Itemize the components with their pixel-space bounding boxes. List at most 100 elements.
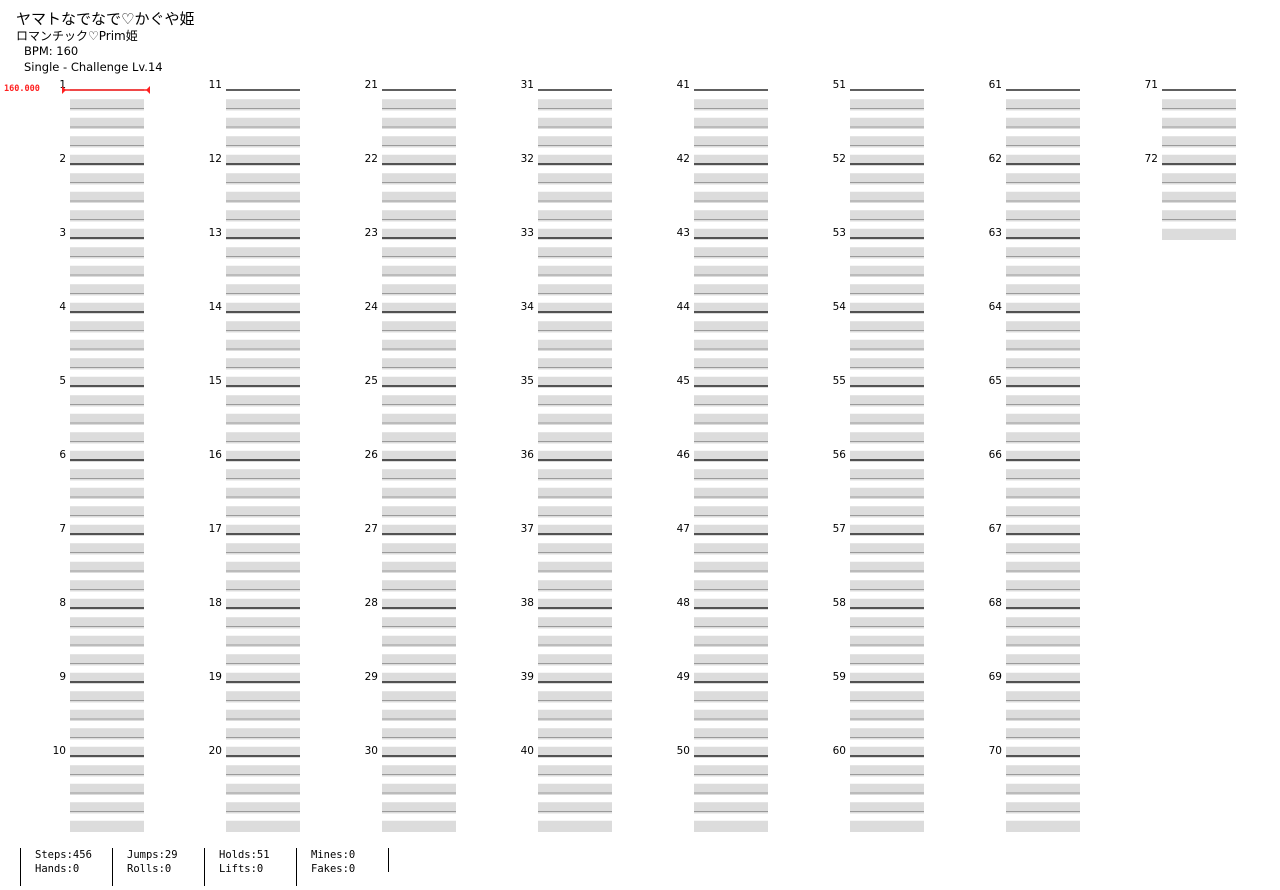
beat-band — [226, 709, 300, 721]
measure-number: 42 — [677, 153, 690, 165]
beat-band — [538, 598, 612, 610]
beat-band — [70, 228, 144, 240]
measure: 16 — [209, 449, 300, 536]
beat-band — [538, 210, 612, 222]
beat-band — [694, 561, 768, 573]
measure: 21 — [365, 79, 456, 166]
beat-band — [694, 691, 768, 703]
stat-fakes: Fakes:0 — [311, 863, 356, 875]
beat-band — [694, 728, 768, 740]
beat-band — [1006, 284, 1080, 296]
beat-band — [70, 154, 144, 166]
measure-number: 17 — [209, 523, 222, 535]
measure: 22 — [365, 153, 456, 240]
beat-band — [538, 820, 612, 832]
measure-number: 5 — [59, 375, 66, 387]
beat-band — [70, 709, 144, 721]
beat-band — [226, 450, 300, 462]
measure-number: 8 — [59, 597, 66, 609]
beat-band — [70, 598, 144, 610]
beat-band — [850, 154, 924, 166]
measure-number: 41 — [677, 79, 690, 91]
beat-band — [226, 228, 300, 240]
measure-number: 62 — [989, 153, 1002, 165]
beat-band — [226, 154, 300, 166]
beat-band — [850, 99, 924, 111]
measure: 40 — [521, 745, 612, 832]
measure: 41 — [677, 79, 768, 166]
beat-band — [1006, 691, 1080, 703]
beat-band — [1006, 728, 1080, 740]
beat-band — [70, 728, 144, 740]
beat-band — [850, 672, 924, 684]
beat-band — [694, 765, 768, 777]
measure: 10 — [53, 745, 144, 832]
beat-band — [70, 561, 144, 573]
beat-band — [694, 543, 768, 555]
beat-band — [70, 820, 144, 832]
beat-band — [70, 543, 144, 555]
beat-band — [1006, 469, 1080, 481]
step-chart: 1234567891011121314151617181920212223242… — [53, 79, 1236, 832]
beat-band — [382, 247, 456, 259]
beat-band — [538, 709, 612, 721]
beat-band — [226, 765, 300, 777]
measure-number: 38 — [521, 597, 534, 609]
beat-band — [694, 210, 768, 222]
beat-band — [850, 709, 924, 721]
measure-number: 34 — [521, 301, 535, 313]
beat-band — [382, 265, 456, 277]
beat-band — [70, 413, 144, 425]
beat-band — [850, 746, 924, 758]
measure: 54 — [833, 301, 924, 388]
measure-number: 50 — [677, 745, 690, 757]
beat-band — [70, 117, 144, 129]
beat-band — [850, 136, 924, 148]
measure-number: 36 — [521, 449, 535, 461]
measure: 57 — [833, 523, 924, 610]
beat-band — [382, 617, 456, 629]
measure-number: 21 — [365, 79, 378, 91]
beat-band — [70, 617, 144, 629]
beat-band — [226, 691, 300, 703]
measure-number: 25 — [365, 375, 378, 387]
measure: 60 — [833, 745, 924, 832]
measure-number: 56 — [833, 449, 847, 461]
beat-band — [382, 284, 456, 296]
measure: 24 — [365, 301, 456, 388]
beat-band — [1006, 210, 1080, 222]
beat-band — [226, 302, 300, 314]
beat-band — [694, 820, 768, 832]
beat-band — [538, 339, 612, 351]
beat-band — [70, 395, 144, 407]
beat-band — [226, 173, 300, 185]
measure-number: 35 — [521, 375, 534, 387]
measure-number: 67 — [989, 523, 1002, 535]
stat-hands: Hands:0 — [35, 863, 80, 875]
beat-band — [694, 284, 768, 296]
beat-band — [694, 136, 768, 148]
beat-band — [70, 191, 144, 203]
beat-band — [694, 247, 768, 259]
measure: 65 — [989, 375, 1080, 462]
beat-band — [538, 228, 612, 240]
beat-band — [1006, 136, 1080, 148]
measure-number: 54 — [833, 301, 847, 313]
measure: 20 — [209, 745, 300, 832]
beat-band — [382, 395, 456, 407]
beat-band — [1006, 802, 1080, 814]
beat-band — [382, 765, 456, 777]
measure-number: 61 — [989, 79, 1002, 91]
beat-band — [1006, 228, 1080, 240]
beat-band — [850, 339, 924, 351]
beat-band — [70, 654, 144, 666]
beat-band — [1006, 173, 1080, 185]
stat-lifts: Lifts:0 — [219, 863, 264, 875]
beat-band — [382, 487, 456, 499]
beat-band — [226, 561, 300, 573]
bpm-change-label: 160.000 — [4, 84, 40, 94]
measure-number: 14 — [209, 301, 223, 313]
beat-band — [226, 672, 300, 684]
beat-band — [694, 432, 768, 444]
beat-band — [70, 783, 144, 795]
